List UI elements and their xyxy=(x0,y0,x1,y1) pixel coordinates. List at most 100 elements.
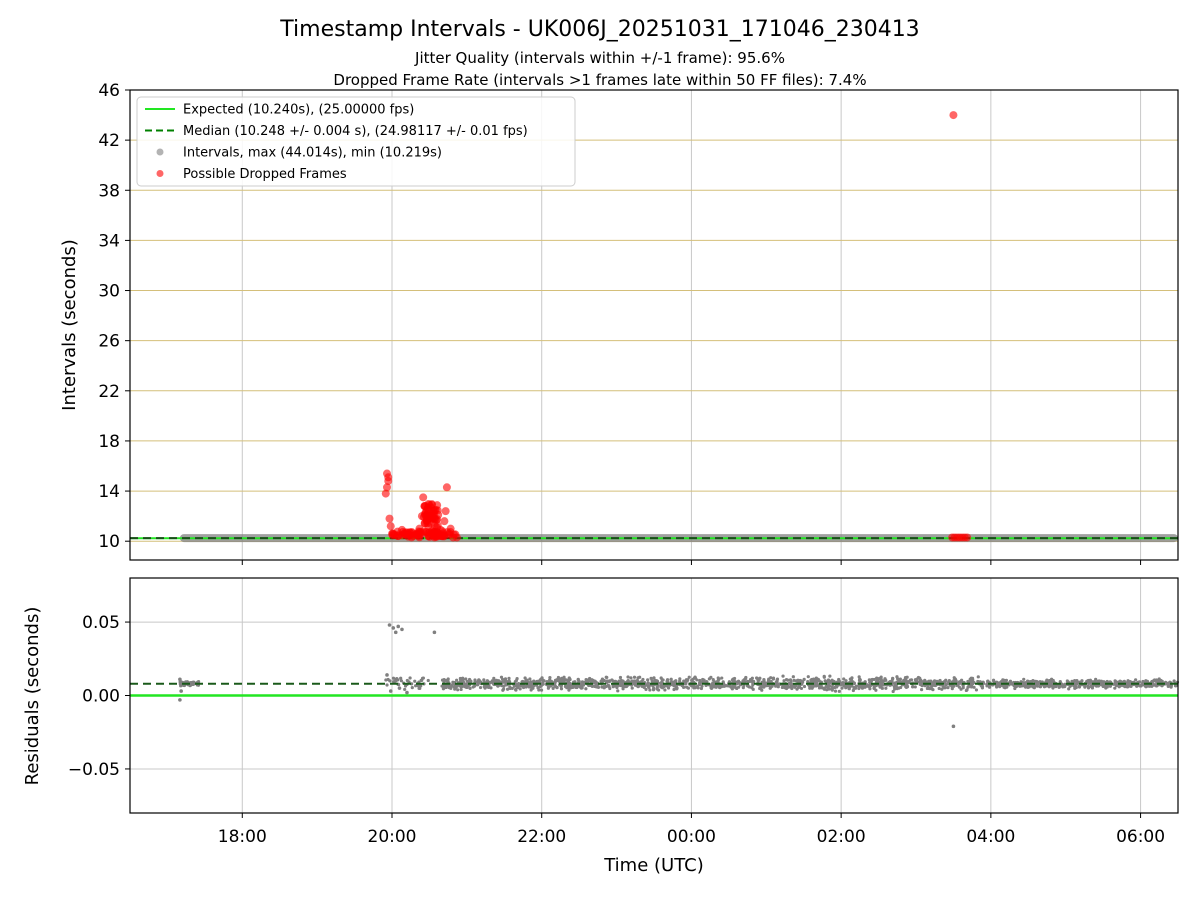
residual-point-1690 xyxy=(774,684,778,688)
residual-point-1645 xyxy=(568,686,572,690)
residual-mid-point-9 xyxy=(385,683,389,687)
residual-point-1021 xyxy=(584,687,588,691)
residual-point-1365 xyxy=(581,681,586,686)
residual-point-931 xyxy=(529,688,533,692)
dropped-frame-cluster-point-59 xyxy=(438,527,447,536)
residual-point-1608 xyxy=(1105,679,1109,684)
residual-point-163 xyxy=(456,688,460,692)
residual-point-1626 xyxy=(797,679,801,683)
residual-point-948 xyxy=(566,683,571,687)
residual-point-1633 xyxy=(642,685,646,690)
residual-point-1580 xyxy=(655,679,660,683)
residual-point-685 xyxy=(641,677,645,682)
residual-point-1788 xyxy=(923,678,927,682)
residual-point-1184 xyxy=(607,684,611,688)
dropped-frame-burst-point-37 xyxy=(425,501,434,510)
residual-point-1784 xyxy=(817,679,821,683)
residual-point-360 xyxy=(974,688,979,692)
residual-point-1711 xyxy=(1047,679,1051,683)
residuals-xtick-label-0: 18:00 xyxy=(218,827,267,847)
residual-point-1218 xyxy=(473,678,477,682)
residual-mid-point-23 xyxy=(399,676,403,680)
residuals-ytick-label-0: 0.05 xyxy=(82,613,120,633)
residual-outlier-11 xyxy=(397,686,402,690)
dropped-frame-point-2 xyxy=(384,477,393,486)
residual-point-1755 xyxy=(1042,685,1047,689)
residual-point-815 xyxy=(828,674,832,678)
residual-point-1003 xyxy=(768,686,772,690)
residual-point-1012 xyxy=(1174,684,1178,688)
residual-point-1135 xyxy=(672,687,676,692)
residual-outlier-13 xyxy=(951,724,956,729)
residual-point-1653 xyxy=(1023,684,1028,688)
residual-point-1157 xyxy=(969,685,974,689)
residual-point-1419 xyxy=(1169,685,1173,689)
residual-point-1491 xyxy=(461,676,465,680)
residual-point-1585 xyxy=(961,686,965,690)
residual-point-1477 xyxy=(636,676,640,680)
residual-point-1632 xyxy=(464,682,468,686)
residual-point-1449 xyxy=(566,680,571,684)
residual-point-1771 xyxy=(1114,683,1118,687)
residual-point-1790 xyxy=(825,684,829,688)
residual-point-728 xyxy=(867,678,871,682)
intervals-plot: 10 14 18 22 26 30 34 38 42 46 Expected (10.240s), … xyxy=(98,81,1179,565)
residual-point-1730 xyxy=(527,685,531,689)
residual-point-8 xyxy=(678,677,682,681)
residual-point-1019 xyxy=(835,684,839,688)
residual-point-1438 xyxy=(514,688,518,692)
residual-point-1326 xyxy=(565,686,569,690)
dropped-frame-cluster-point-57 xyxy=(388,531,397,540)
residual-point-1699 xyxy=(782,679,786,683)
residual-point-1520 xyxy=(714,685,718,689)
legend-box xyxy=(136,96,576,187)
intervals-y-axis-label: Intervals (seconds) xyxy=(59,239,80,411)
residual-point-227 xyxy=(937,686,941,691)
residual-outlier-6 xyxy=(396,624,401,629)
chart-title: Timestamp Intervals - UK006J_20251031_17… xyxy=(279,17,919,42)
intervals-ytick-label-3: 22 xyxy=(98,382,120,402)
residuals-plot: 18:00 20:00 22:00 00:00 02:00 04:00 06:00 0.05 0… xyxy=(68,577,1180,847)
residual-point-1486 xyxy=(1015,684,1019,688)
residuals-xtick-label-1: 20:00 xyxy=(368,827,417,847)
residual-point-1588 xyxy=(695,684,699,689)
residual-point-1685 xyxy=(892,681,897,685)
legend-label-0: Expected (10.240s), (25.00000 fps) xyxy=(183,103,414,118)
residual-point-1762 xyxy=(1075,679,1079,683)
residual-point-1706 xyxy=(551,686,555,691)
residual-point-641 xyxy=(913,685,917,689)
residual-point-1517 xyxy=(944,683,948,687)
residual-outlier-3 xyxy=(387,623,392,627)
residual-point-875 xyxy=(665,684,669,688)
residual-point-1731 xyxy=(453,687,457,691)
residual-point-1609 xyxy=(699,686,704,691)
residual-point-1270 xyxy=(579,686,583,690)
residual-point-1329 xyxy=(712,681,716,685)
intervals-ytick-label-2: 18 xyxy=(98,432,120,452)
residual-point-1566 xyxy=(687,675,691,679)
residual-point-1714 xyxy=(1160,679,1164,683)
residual-point-831 xyxy=(647,684,651,688)
residual-point-1734 xyxy=(1019,680,1023,684)
residual-outlier-4 xyxy=(391,626,396,630)
residual-point-1037 xyxy=(574,684,579,688)
residual-point-716 xyxy=(1031,685,1035,689)
residual-point-1282 xyxy=(693,675,697,679)
residual-point-1781 xyxy=(763,681,767,685)
residual-point-1744 xyxy=(615,685,619,690)
residual-point-145 xyxy=(1113,686,1117,690)
residual-point-1045 xyxy=(905,685,910,689)
residual-point-780 xyxy=(942,686,946,690)
residual-point-1584 xyxy=(478,685,483,690)
residual-point-1423 xyxy=(1125,684,1129,689)
residual-point-1745 xyxy=(537,688,541,692)
residual-point-1333 xyxy=(923,684,927,688)
residual-point-1513 xyxy=(1144,685,1148,689)
residual-point-1613 xyxy=(742,678,746,682)
residual-point-1432 xyxy=(1126,682,1131,686)
residual-point-1202 xyxy=(1089,684,1093,689)
residual-point-881 xyxy=(946,686,950,690)
residual-point-1392 xyxy=(520,684,524,688)
residual-point-1674 xyxy=(733,685,737,689)
residual-point-662 xyxy=(815,679,819,684)
